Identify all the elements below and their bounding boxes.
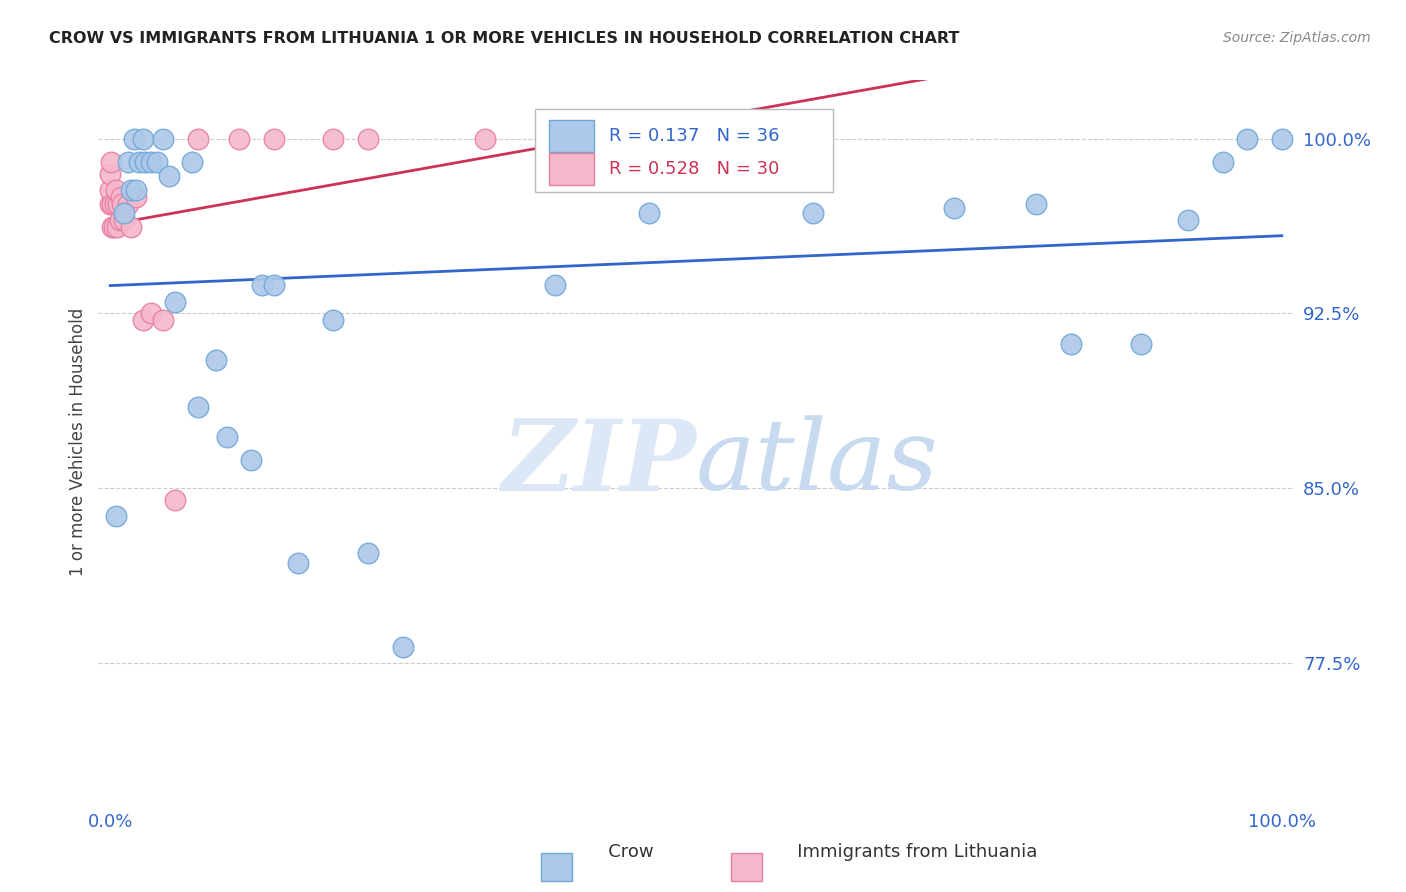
Point (474, 131, 496, 145)
Point (152, 313, 174, 327)
Point (120, 183, 142, 197)
Point (101, 196, 124, 211)
Point (685, 131, 707, 145)
Point (98, 196, 121, 211)
Point (228, 131, 250, 145)
Point (141, 306, 163, 320)
Point (1130, 336, 1153, 351)
FancyBboxPatch shape (534, 109, 834, 193)
Text: atlas: atlas (696, 416, 939, 511)
Point (101, 220, 124, 235)
Point (1060, 336, 1083, 351)
Point (217, 430, 239, 444)
Point (392, 640, 415, 654)
Point (108, 213, 131, 227)
Point (239, 453, 262, 467)
Point (120, 220, 142, 235)
Point (1271, 131, 1294, 145)
Point (98, 167, 121, 181)
Point (141, 154, 163, 169)
Point (287, 556, 309, 570)
Point (146, 154, 169, 169)
Point (105, 509, 128, 524)
Point (128, 154, 150, 169)
Point (105, 183, 128, 197)
Point (157, 169, 180, 183)
Point (204, 353, 226, 368)
Point (322, 313, 344, 327)
Point (117, 196, 139, 211)
Point (1025, 196, 1047, 211)
Point (132, 313, 155, 327)
Point (263, 278, 285, 293)
Point (163, 294, 186, 309)
Text: Immigrants from Lithuania: Immigrants from Lithuania (780, 843, 1038, 861)
Point (1177, 213, 1199, 227)
Text: ZIP: ZIP (501, 415, 696, 511)
Point (110, 190, 132, 204)
Point (187, 400, 209, 414)
Point (357, 131, 380, 145)
Point (122, 131, 145, 145)
Text: CROW VS IMMIGRANTS FROM LITHUANIA 1 OR MORE VEHICLES IN HOUSEHOLD CORRELATION CH: CROW VS IMMIGRANTS FROM LITHUANIA 1 OR M… (49, 31, 959, 46)
Point (105, 220, 128, 235)
Point (107, 196, 129, 211)
Point (111, 196, 134, 211)
Point (801, 206, 824, 220)
Point (98, 183, 121, 197)
Point (104, 196, 127, 211)
Point (112, 213, 135, 227)
Point (187, 131, 209, 145)
Point (263, 131, 285, 145)
Point (322, 131, 344, 145)
Text: R = 0.137   N = 36: R = 0.137 N = 36 (609, 127, 779, 145)
Point (100, 154, 122, 169)
Point (117, 154, 139, 169)
Point (942, 202, 965, 216)
Point (132, 131, 155, 145)
FancyBboxPatch shape (548, 153, 595, 186)
Point (112, 206, 135, 220)
Point (125, 190, 148, 204)
Point (1236, 131, 1258, 145)
Point (103, 220, 125, 235)
Point (181, 154, 204, 169)
Point (357, 546, 380, 560)
Point (544, 278, 567, 293)
Point (638, 206, 661, 220)
Text: Crow: Crow (591, 843, 654, 861)
Point (685, 131, 707, 145)
Point (163, 492, 186, 507)
FancyBboxPatch shape (548, 120, 595, 152)
Text: Source: ZipAtlas.com: Source: ZipAtlas.com (1223, 31, 1371, 45)
Point (152, 131, 174, 145)
Point (1212, 154, 1234, 169)
Point (125, 183, 148, 197)
Y-axis label: 1 or more Vehicles in Household: 1 or more Vehicles in Household (69, 308, 87, 575)
Text: R = 0.528   N = 30: R = 0.528 N = 30 (609, 160, 779, 178)
Point (134, 154, 156, 169)
Point (252, 278, 274, 293)
